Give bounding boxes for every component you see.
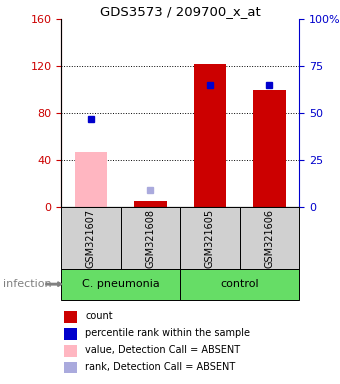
Bar <box>74 152 107 207</box>
Text: rank, Detection Call = ABSENT: rank, Detection Call = ABSENT <box>85 362 235 372</box>
Text: GSM321607: GSM321607 <box>86 209 96 268</box>
Bar <box>193 64 226 207</box>
Text: value, Detection Call = ABSENT: value, Detection Call = ABSENT <box>85 345 240 355</box>
Text: control: control <box>220 279 259 289</box>
Bar <box>64 311 77 323</box>
Bar <box>134 202 167 207</box>
Title: GDS3573 / 209700_x_at: GDS3573 / 209700_x_at <box>100 5 260 18</box>
Bar <box>180 269 299 300</box>
Text: C. pneumonia: C. pneumonia <box>82 279 159 289</box>
Text: percentile rank within the sample: percentile rank within the sample <box>85 328 250 338</box>
Bar <box>253 90 286 207</box>
Text: GSM321606: GSM321606 <box>265 209 274 268</box>
Bar <box>180 207 240 269</box>
Bar <box>240 207 299 269</box>
Text: GSM321608: GSM321608 <box>146 209 155 268</box>
Bar <box>64 362 77 373</box>
Bar <box>64 345 77 356</box>
Text: count: count <box>85 311 113 321</box>
Bar <box>61 207 121 269</box>
Bar <box>121 207 180 269</box>
Bar <box>64 328 77 339</box>
Text: infection: infection <box>3 279 52 289</box>
Bar <box>134 202 167 207</box>
Bar <box>61 269 180 300</box>
Text: GSM321605: GSM321605 <box>205 209 215 268</box>
